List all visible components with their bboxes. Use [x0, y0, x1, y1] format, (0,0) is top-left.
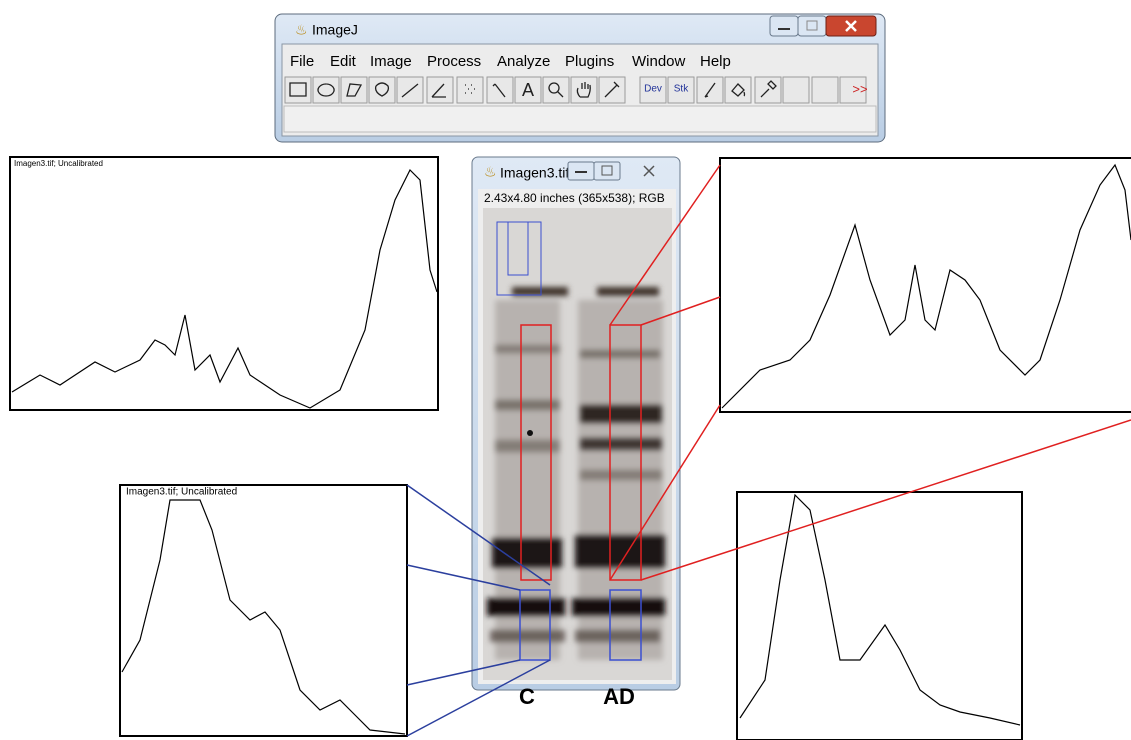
tool-button[interactable] [697, 77, 723, 103]
tool-button[interactable] [427, 77, 453, 103]
plot-frame [737, 492, 1022, 740]
tool-button[interactable] [341, 77, 367, 103]
lane-label: AD [603, 684, 635, 709]
tool-button[interactable] [755, 77, 781, 103]
menu-item[interactable]: Image [370, 53, 412, 70]
button-face [725, 77, 751, 103]
menu-item[interactable]: Window [632, 53, 686, 70]
tool-label: Dev [644, 84, 662, 95]
window-title: Imagen3.tif [500, 165, 569, 181]
tool-button[interactable] [599, 77, 625, 103]
tool-button[interactable] [571, 77, 597, 103]
button-face [369, 77, 395, 103]
image-window: ♨ Imagen3.tif 2.43x4.80 inches (365x538)… [472, 157, 680, 690]
menu-item[interactable]: Plugins [565, 53, 614, 70]
figure: ♨ ImageJ File Edit Image Process Analyze Plug… [0, 0, 1131, 740]
app-icon: ♨ [484, 164, 497, 180]
maximize-button[interactable] [594, 162, 620, 180]
tool-label: Stk [674, 84, 689, 95]
blot-image [483, 208, 672, 680]
tool-button[interactable] [812, 77, 838, 103]
toolbar: A Dev Stk >> [285, 77, 868, 103]
menu-item[interactable]: Edit [330, 53, 357, 70]
tool-button[interactable] [543, 77, 569, 103]
tool-button[interactable] [285, 77, 311, 103]
tool-label: A [522, 80, 534, 100]
tool-button[interactable] [457, 77, 483, 103]
tool-label: >> [852, 81, 867, 96]
tool-button[interactable] [487, 77, 513, 103]
minimize-button[interactable] [770, 16, 798, 36]
button-face [427, 77, 453, 103]
status-bar [284, 106, 876, 132]
button-face [313, 77, 339, 103]
menu-item[interactable]: Help [700, 53, 731, 70]
plot-label: Imagen3.tif; Uncalibrated [126, 487, 237, 498]
plot-frame [120, 485, 407, 736]
tool-button[interactable] [369, 77, 395, 103]
menu-item[interactable]: Process [427, 53, 481, 70]
tool-button[interactable] [783, 77, 809, 103]
plot-top-right [720, 158, 1131, 412]
tool-button[interactable] [725, 77, 751, 103]
button-face [341, 77, 367, 103]
plot-bottom-right [737, 492, 1022, 740]
button-face [812, 77, 838, 103]
plot-top-left: Imagen3.tif; Uncalibrated [10, 157, 438, 410]
plot-frame [720, 158, 1131, 412]
tool-button[interactable] [313, 77, 339, 103]
menu-item[interactable]: Analyze [497, 53, 550, 70]
maximize-button[interactable] [798, 16, 826, 36]
plot-label: Imagen3.tif; Uncalibrated [14, 159, 103, 168]
tool-button[interactable] [397, 77, 423, 103]
plot-bottom-left: Imagen3.tif; Uncalibrated [120, 485, 407, 736]
button-face [285, 77, 311, 103]
image-info: 2.43x4.80 inches (365x538); RGB [484, 191, 665, 205]
app-icon: ♨ [295, 22, 308, 38]
button-face [543, 77, 569, 103]
button-face [783, 77, 809, 103]
lane-label: C [519, 684, 535, 709]
button-face [571, 77, 597, 103]
menu-item[interactable]: File [290, 53, 314, 70]
window-title: ImageJ [312, 22, 358, 38]
imagej-window: ♨ ImageJ File Edit Image Process Analyze Plug… [275, 14, 885, 142]
blot-spot [527, 430, 533, 436]
button-face [457, 77, 483, 103]
